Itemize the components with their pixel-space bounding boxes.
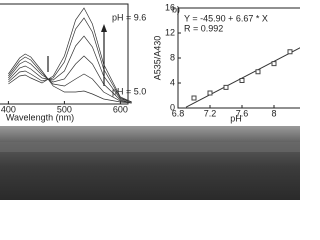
data-point bbox=[191, 95, 197, 101]
x-axis-label: Wavelength (nm) bbox=[6, 112, 74, 122]
spectrum-line bbox=[8, 55, 132, 104]
y-tick-label: 4 bbox=[170, 77, 175, 87]
y-tick-label: 0 bbox=[170, 102, 175, 112]
photo-band bbox=[0, 142, 300, 152]
y-tick-label: 12 bbox=[165, 27, 175, 37]
data-point bbox=[223, 84, 229, 90]
data-point bbox=[287, 49, 293, 55]
figure: pH = 9.6 pH = 5.0 Wavelength (nm) b) pH … bbox=[0, 2, 300, 200]
y-tick-label: 16 bbox=[165, 2, 175, 12]
panel-label: b) bbox=[172, 4, 180, 14]
data-point bbox=[239, 78, 245, 83]
x-axis-label: pH bbox=[230, 113, 242, 123]
spectrum-line bbox=[8, 7, 132, 103]
annotation: pH = 9.6 bbox=[112, 12, 146, 22]
x-tick-label: 600 bbox=[113, 104, 128, 114]
spectrum-line bbox=[8, 53, 132, 104]
x-tick-label: 7.6 bbox=[236, 108, 249, 118]
x-tick-label: 500 bbox=[57, 104, 72, 114]
y-axis-label: A535/A430 bbox=[152, 36, 162, 81]
cuvette-photo bbox=[0, 126, 300, 200]
spectrum-line bbox=[8, 35, 132, 103]
annotation: pH = 5.0 bbox=[112, 86, 146, 96]
spectrum-line bbox=[8, 17, 132, 103]
data-point bbox=[271, 61, 277, 67]
equation: Y = -45.90 + 6.67 * X bbox=[184, 13, 268, 23]
arrow-head bbox=[101, 24, 107, 32]
x-tick-label: 6.8 bbox=[172, 108, 185, 118]
x-tick-label: 8 bbox=[271, 108, 276, 118]
r-value: R = 0.992 bbox=[184, 23, 223, 33]
y-tick-label: 8 bbox=[170, 52, 175, 62]
data-point bbox=[207, 90, 213, 96]
fit-line bbox=[185, 47, 300, 108]
x-tick-label: 7.2 bbox=[204, 108, 217, 118]
spectrum-line bbox=[8, 56, 132, 104]
data-point bbox=[255, 69, 261, 75]
x-tick-label: 400 bbox=[1, 104, 16, 114]
